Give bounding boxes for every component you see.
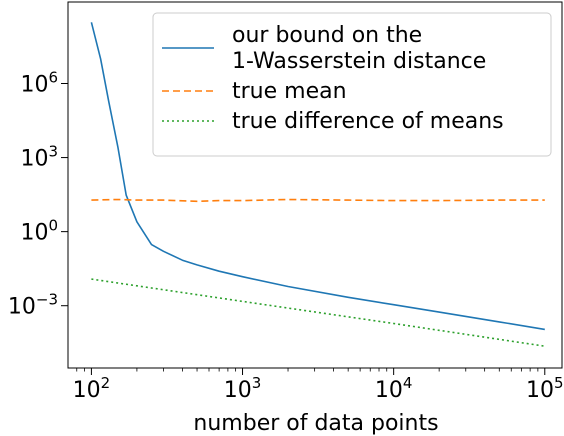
x-tick-label-exp: 5 — [554, 374, 564, 392]
series-layer — [90, 22, 545, 347]
x-axis-label: number of data points — [193, 411, 438, 436]
x-tick-label: 104 — [375, 374, 413, 403]
x-tick-label-base: 10 — [375, 378, 403, 403]
legend: our bound on the 1-Wasserstein distance t… — [152, 12, 552, 157]
y-tick-label-base: 10 — [20, 147, 48, 172]
y-tick-label-exp: −3 — [36, 291, 58, 309]
y-tick-label: 106 — [20, 69, 58, 98]
y-tick-label: 103 — [20, 143, 58, 172]
x-tick-label: 102 — [73, 374, 111, 403]
y-tick-label-exp: 3 — [48, 143, 58, 161]
x-tick-label: 103 — [224, 374, 262, 403]
y-tick-label: 10−3 — [8, 291, 58, 320]
legend-label-0: 1-Wasserstein distance — [232, 49, 486, 74]
y-tick-label-exp: 0 — [48, 217, 58, 235]
x-tick-label-base: 10 — [73, 378, 101, 403]
x-tick-label-exp: 2 — [101, 374, 111, 392]
x-tick-label-exp: 4 — [403, 374, 413, 392]
series-line-2 — [91, 278, 545, 347]
series-line-1 — [91, 198, 545, 203]
legend-label-2: true difference of means — [232, 109, 504, 134]
y-tick-label-exp: 6 — [48, 69, 58, 87]
legend-box — [152, 12, 552, 157]
y-tick-label-base: 10 — [20, 221, 48, 246]
y-tick-label: 100 — [20, 217, 58, 246]
x-tick-label-exp: 3 — [252, 374, 262, 392]
x-tick-label-base: 10 — [526, 378, 554, 403]
x-tick-label-base: 10 — [224, 378, 252, 403]
legend-label-0: our bound on the — [232, 23, 422, 48]
x-tick-label: 105 — [526, 374, 564, 403]
legend-label-1: true mean — [232, 79, 347, 104]
y-tick-label-base: 10 — [8, 295, 36, 320]
y-tick-label-base: 10 — [20, 73, 48, 98]
series-line-0 — [90, 22, 545, 331]
x-axis: 102 103 104 105 — [73, 368, 564, 403]
legend-entries: our bound on the 1-Wasserstein distance t… — [162, 23, 504, 134]
